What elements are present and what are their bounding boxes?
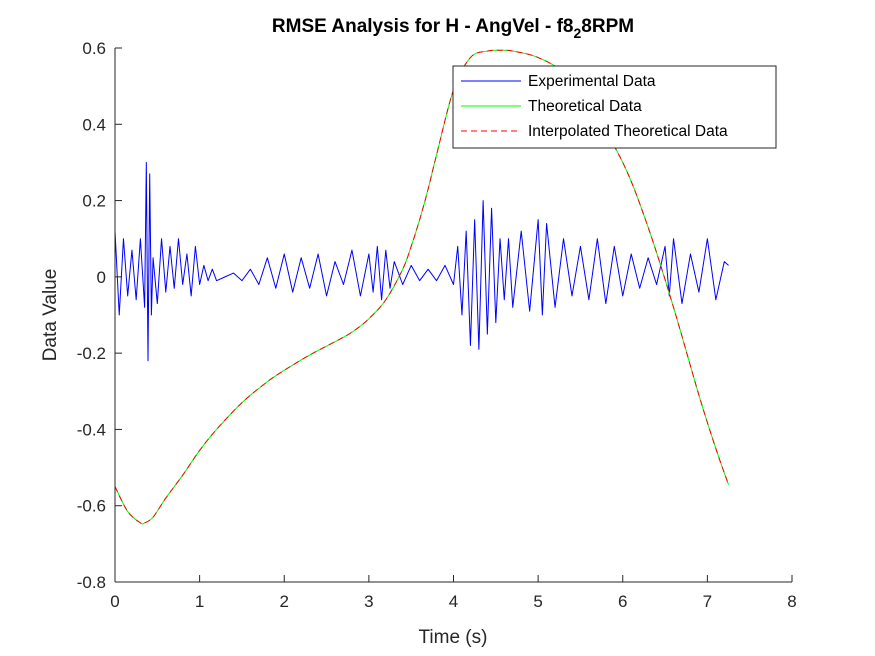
legend-label-2: Interpolated Theoretical Data — [528, 123, 728, 140]
y-tick-label-0: -0.8 — [77, 573, 106, 592]
legend-label-0: Experimental Data — [528, 73, 656, 90]
y-tick-label-1: -0.6 — [77, 497, 106, 516]
x-tick-label-1: 1 — [195, 592, 204, 611]
chart-title-main: RMSE Analysis for H - AngVel - f8 — [272, 16, 574, 37]
y-axis-label: Data Value — [40, 269, 61, 362]
legend-box — [452, 65, 777, 149]
chart-title-subscript: 2 — [574, 25, 582, 41]
y-tick-label-4: 0 — [97, 268, 106, 287]
x-tick-label-0: 0 — [110, 592, 119, 611]
legend-label-1: Theoretical Data — [528, 98, 642, 115]
x-tick-label-5: 5 — [533, 592, 542, 611]
legend: Experimental Data Theoretical Data Interpo… — [452, 65, 777, 149]
x-tick-label-6: 6 — [618, 592, 627, 611]
x-tick-label-3: 3 — [364, 592, 373, 611]
chart-title: RMSE Analysis for H - AngVel - f828RPM — [272, 16, 634, 41]
y-tick-label-3: -0.2 — [77, 344, 106, 363]
y-tick-label-5: 0.2 — [82, 192, 106, 211]
x-tick-label-4: 4 — [449, 592, 458, 611]
x-tick-label-7: 7 — [703, 592, 712, 611]
x-axis-label: Time (s) — [419, 627, 488, 648]
series-line-0 — [114, 161, 729, 362]
x-tick-label-8: 8 — [787, 592, 796, 611]
axis-layer: 0 1 2 3 4 5 6 7 8 -0.8 -0.6 -0.4 -0.2 0 0.2 0.4 0.6 — [77, 39, 797, 611]
y-tick-label-7: 0.6 — [82, 39, 106, 58]
y-tick-label-6: 0.4 — [82, 115, 106, 134]
chart-title-suffix: 8RPM — [581, 16, 634, 37]
x-tick-label-2: 2 — [280, 592, 289, 611]
y-tick-label-2: -0.4 — [77, 420, 106, 439]
